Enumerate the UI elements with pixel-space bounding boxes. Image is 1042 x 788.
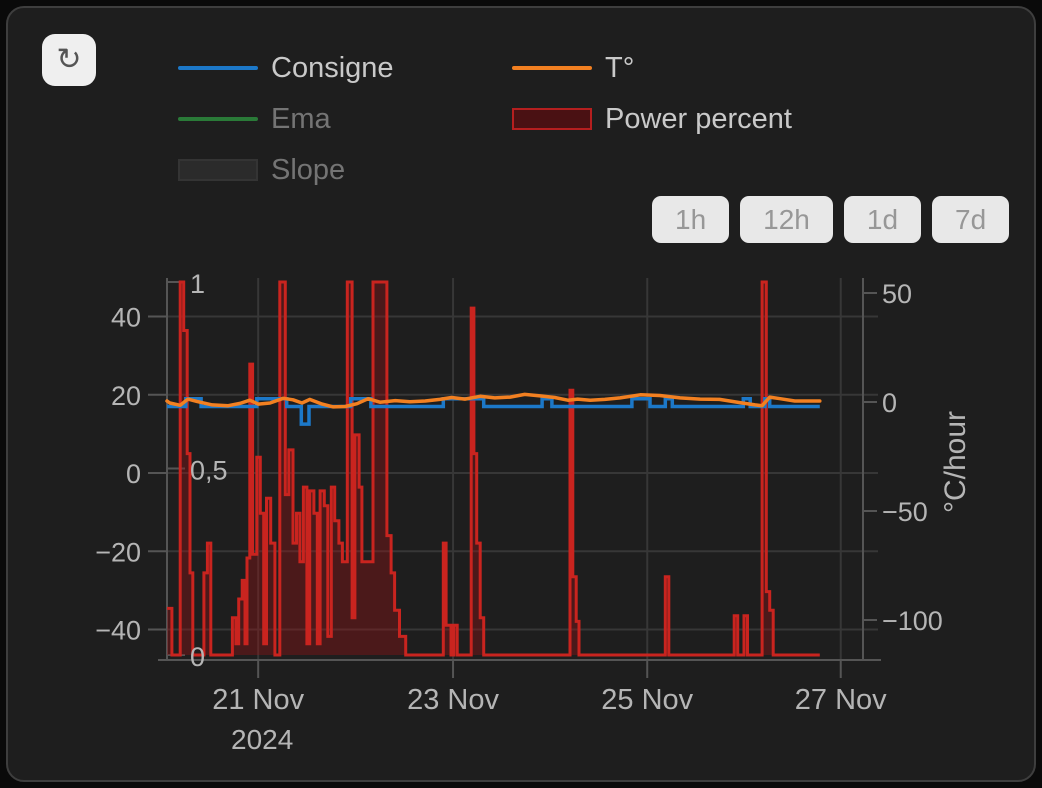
left-axis-tick-label: 40 bbox=[111, 303, 141, 333]
legend-item-ema[interactable]: Ema bbox=[178, 101, 331, 137]
range-button-1h[interactable]: 1h bbox=[652, 196, 730, 243]
left-axis-tick-label: −20 bbox=[95, 537, 141, 567]
legend-item-temperature[interactable]: T° bbox=[512, 50, 634, 86]
right-axis-tick-label: −50 bbox=[882, 497, 928, 527]
temperature-line bbox=[165, 392, 822, 409]
range-button-1d[interactable]: 1d bbox=[843, 196, 922, 243]
temperature-line-swatch bbox=[512, 66, 592, 70]
x-axis-tick-label: 21 Nov bbox=[212, 684, 304, 716]
legend-label-temperature: T° bbox=[605, 51, 635, 84]
left-axis-tick-label: 0 bbox=[126, 459, 141, 489]
time-range-buttons: 1h 12h 1d 7d bbox=[652, 196, 1010, 243]
ema-line-swatch bbox=[178, 117, 258, 121]
legend-label-ema: Ema bbox=[271, 102, 331, 135]
right-axis-tick-label: 50 bbox=[882, 279, 912, 309]
legend-item-power-percent[interactable]: Power percent bbox=[512, 101, 792, 137]
range-button-12h[interactable]: 12h bbox=[740, 196, 833, 243]
right-axis-title: °C/hour bbox=[939, 411, 972, 513]
legend-label-power-percent: Power percent bbox=[605, 102, 792, 135]
legend-item-consigne[interactable]: Consigne bbox=[178, 50, 394, 86]
slope-axis-tick-label: 0,5 bbox=[190, 456, 228, 486]
slope-box-swatch bbox=[178, 159, 258, 181]
reload-icon: ↻ bbox=[56, 43, 82, 76]
left-axis-tick-label: −40 bbox=[95, 616, 141, 646]
slope-axis-tick-label: 0 bbox=[190, 642, 205, 672]
legend-item-slope[interactable]: Slope bbox=[178, 152, 345, 188]
x-axis-tick-label: 23 Nov bbox=[407, 684, 499, 716]
right-axis-tick-label: −100 bbox=[882, 606, 943, 636]
legend-label-slope: Slope bbox=[271, 153, 346, 186]
power-percent-box-swatch bbox=[512, 108, 592, 130]
x-axis-tick-label: 25 Nov bbox=[601, 684, 693, 716]
range-button-7d[interactable]: 7d bbox=[932, 196, 1010, 243]
consigne-line-swatch bbox=[178, 66, 258, 70]
left-axis-tick-label: 20 bbox=[111, 381, 141, 411]
reload-button[interactable]: ↻ bbox=[42, 34, 96, 86]
power-percent-outline bbox=[167, 280, 820, 657]
x-axis-tick-label: 27 Nov bbox=[795, 684, 887, 716]
x-axis-year-label: 2024 bbox=[231, 724, 293, 755]
legend-label-consigne: Consigne bbox=[271, 51, 394, 84]
slope-axis-tick-label: 1 bbox=[190, 269, 205, 299]
right-axis-tick-label: 0 bbox=[882, 388, 897, 418]
